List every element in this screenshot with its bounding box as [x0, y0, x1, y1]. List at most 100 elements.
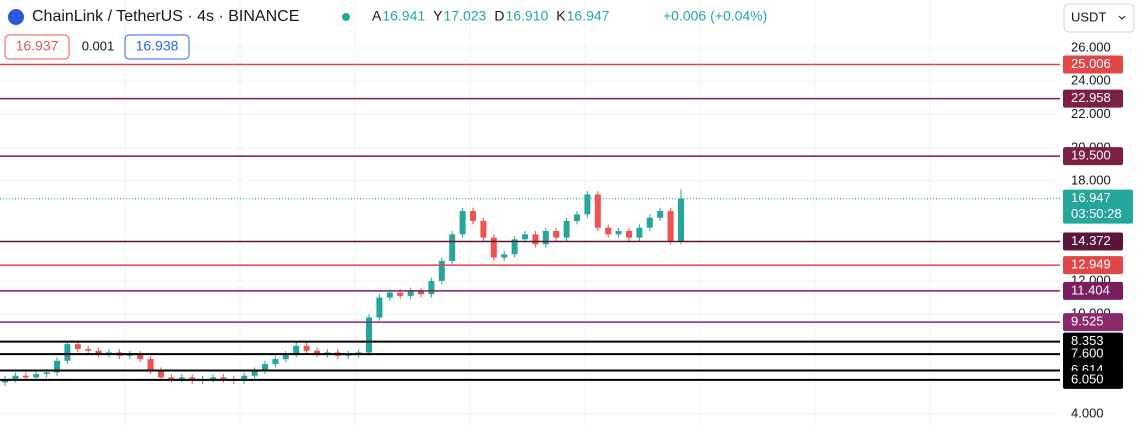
y-tick-label: 26.000	[1071, 39, 1111, 54]
candle-body	[314, 350, 320, 355]
symbol-icon	[8, 9, 24, 25]
currency-select[interactable]	[1063, 3, 1135, 33]
candle-body	[553, 231, 560, 238]
spread: 0.001	[82, 38, 115, 53]
change: +0.006 (+0.04%)	[663, 8, 767, 24]
candle-body	[574, 214, 580, 222]
candle-body	[262, 364, 268, 371]
market-status	[342, 13, 350, 21]
candle-body	[64, 344, 71, 361]
candle-body	[22, 375, 29, 378]
candle-body	[490, 237, 497, 258]
level-label: 6.050	[1071, 371, 1104, 386]
candle-body	[657, 211, 664, 218]
level-label-bg	[1063, 55, 1123, 74]
y-axis: 4.00010.00012.00018.00020.00022.00024.00…	[1063, 39, 1133, 420]
last-price: 16.947	[1071, 190, 1111, 205]
level-label-bg	[1063, 256, 1123, 275]
level-label-bg	[1063, 89, 1123, 108]
y-tick-label: 24.000	[1071, 73, 1111, 88]
ohlc-legend: A 16.941 Y 17.023 D 16.910 K 16.947	[372, 8, 610, 24]
candle-body	[220, 377, 227, 380]
candle-body	[293, 345, 300, 355]
level-label: 8.353	[1071, 333, 1104, 348]
level-label: 9.525	[1071, 314, 1104, 329]
y-tick-label: 22.000	[1071, 106, 1111, 121]
candle-body	[522, 234, 528, 240]
candle-body	[418, 290, 424, 295]
level-label: 22.958	[1071, 90, 1111, 105]
ohlc-key: K	[556, 8, 566, 24]
candle-body	[251, 370, 258, 376]
candle-body	[303, 345, 310, 351]
candle-body	[532, 234, 539, 245]
ohlc-key: A	[372, 8, 382, 24]
level-label: 7.600	[1071, 346, 1104, 361]
candle-body	[272, 359, 279, 365]
last-price-bg	[1063, 189, 1133, 224]
candle-body	[43, 372, 50, 375]
ohlc-key: D	[494, 8, 504, 24]
candle-body	[667, 211, 674, 241]
ohlc-value: 16.941	[382, 8, 425, 24]
level-label-bg	[1063, 147, 1123, 166]
candle-body	[636, 227, 643, 238]
currency[interactable]: USDT	[1071, 9, 1106, 24]
sell-button[interactable]	[4, 34, 70, 60]
candle-body	[33, 374, 40, 378]
candle-body	[95, 350, 102, 355]
candle-body	[542, 231, 549, 245]
candle-body	[85, 349, 92, 351]
level-label: 19.500	[1071, 148, 1111, 163]
candle-body	[376, 297, 383, 318]
candle-body	[54, 360, 60, 373]
candle-body	[438, 260, 445, 281]
ohlc-value: 17.023	[444, 8, 487, 24]
candle-body	[147, 359, 154, 371]
buy-price[interactable]: 16.938	[136, 38, 179, 54]
candle-body	[470, 211, 476, 222]
candle-body	[615, 231, 622, 235]
candle-body	[397, 292, 404, 296]
y-tick-label: 4.000	[1071, 405, 1104, 420]
grid	[0, 47, 1060, 415]
ohlc-value: 16.947	[567, 8, 610, 24]
level-label-bg	[1063, 370, 1123, 389]
candle-body	[74, 344, 81, 350]
candle-body	[366, 317, 372, 353]
candle-body	[678, 198, 684, 241]
candle-body	[407, 290, 414, 296]
level-label-bg	[1063, 345, 1123, 364]
candle-body	[594, 194, 601, 228]
level-label: 14.372	[1071, 233, 1111, 248]
candle-body	[12, 375, 19, 380]
candle-body	[511, 239, 518, 255]
symbol: ChainLink / TetherUS · 4s · BINANCE	[32, 8, 299, 25]
level-label: 12.949	[1071, 257, 1111, 272]
sell-price[interactable]: 16.937	[16, 38, 59, 54]
plot	[0, 63, 1060, 386]
level-label-bg	[1063, 232, 1123, 251]
candle-body	[626, 231, 632, 238]
candle-body	[646, 217, 653, 228]
countdown: 03:50:28	[1071, 206, 1122, 221]
candle-body	[605, 227, 612, 235]
candle-body	[282, 354, 289, 360]
candle-body	[563, 221, 570, 238]
level-label: 25.006	[1071, 56, 1111, 71]
ohlc-key: Y	[433, 8, 443, 24]
candle-body	[158, 370, 164, 378]
level-label-bg	[1063, 313, 1123, 332]
candle-body	[449, 234, 456, 261]
candle-body	[584, 194, 591, 215]
candle-body	[501, 254, 508, 258]
dropdown-arrow	[1118, 15, 1126, 20]
candle-body	[459, 211, 466, 235]
buy-button[interactable]	[124, 34, 190, 60]
candle-body	[178, 377, 185, 380]
level-label: 11.404	[1071, 282, 1110, 297]
candle-body	[480, 221, 487, 238]
level-label-bg	[1063, 281, 1123, 300]
